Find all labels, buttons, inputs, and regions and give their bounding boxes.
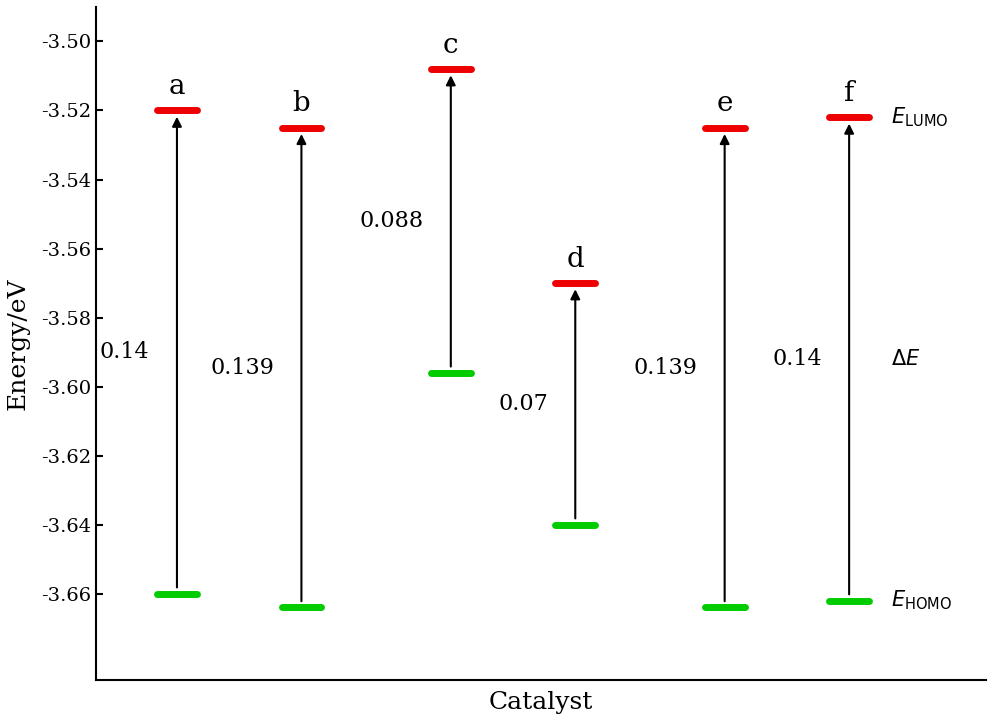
Text: $\Delta E$: $\Delta E$	[892, 349, 921, 369]
Text: d: d	[566, 246, 584, 273]
Text: b: b	[293, 90, 310, 118]
Text: 0.088: 0.088	[359, 210, 423, 232]
Text: a: a	[169, 73, 186, 100]
X-axis label: Catalyst: Catalyst	[489, 691, 593, 714]
Text: 0.139: 0.139	[634, 357, 697, 379]
Text: $E_{\mathrm{LUMO}}$: $E_{\mathrm{LUMO}}$	[892, 105, 949, 129]
Text: 0.14: 0.14	[773, 348, 822, 370]
Text: c: c	[443, 32, 459, 58]
Text: f: f	[844, 80, 854, 107]
Y-axis label: Energy/eV: Energy/eV	[7, 277, 30, 410]
Text: 0.139: 0.139	[211, 357, 274, 379]
Text: $E_{\mathrm{HOMO}}$: $E_{\mathrm{HOMO}}$	[892, 589, 952, 612]
Text: e: e	[717, 90, 733, 118]
Text: 0.07: 0.07	[498, 393, 548, 415]
Text: 0.14: 0.14	[100, 341, 150, 363]
